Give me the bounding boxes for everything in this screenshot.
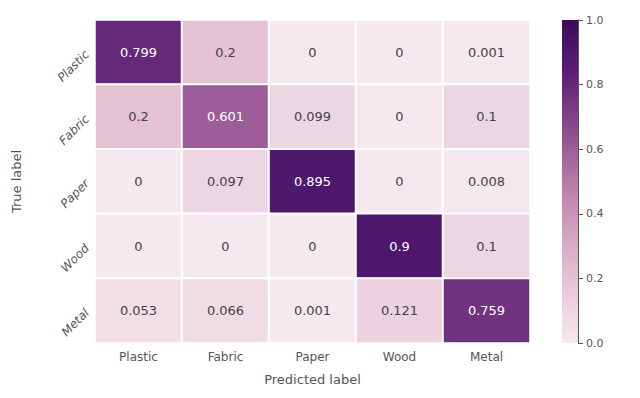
svg-text:0: 0 [308,239,316,254]
svg-text:0: 0 [308,45,316,60]
svg-text:0.2: 0.2 [215,45,236,60]
svg-text:Metal: Metal [59,305,93,339]
svg-text:0.759: 0.759 [468,303,505,318]
svg-text:0.1: 0.1 [476,239,497,254]
svg-text:Predicted label: Predicted label [264,372,361,387]
svg-text:Plastic: Plastic [55,47,93,85]
svg-text:0: 0 [134,174,142,189]
svg-text:0.4: 0.4 [586,207,604,220]
svg-text:0.2: 0.2 [586,272,604,285]
svg-text:0: 0 [395,174,403,189]
svg-text:0.8: 0.8 [586,78,604,91]
svg-text:0.001: 0.001 [468,45,505,60]
svg-text:0.121: 0.121 [381,303,418,318]
svg-text:1.0: 1.0 [586,14,604,27]
svg-text:0: 0 [395,45,403,60]
svg-text:0.601: 0.601 [207,109,244,124]
svg-text:0: 0 [395,109,403,124]
svg-text:0.097: 0.097 [207,174,244,189]
svg-text:0.2: 0.2 [128,109,149,124]
svg-text:0.066: 0.066 [207,303,244,318]
svg-text:0.9: 0.9 [389,239,410,254]
svg-text:0.0: 0.0 [586,337,604,350]
svg-text:0.001: 0.001 [294,303,331,318]
svg-text:0.799: 0.799 [120,45,157,60]
svg-text:True label: True label [9,150,24,214]
svg-text:0.895: 0.895 [294,174,331,189]
svg-text:0.099: 0.099 [294,109,331,124]
svg-text:0.008: 0.008 [468,174,505,189]
svg-text:Fabric: Fabric [56,112,92,148]
svg-text:0.053: 0.053 [120,303,157,318]
svg-text:Metal: Metal [470,350,503,364]
svg-text:Wood: Wood [383,350,416,364]
svg-text:Wood: Wood [58,241,92,275]
svg-text:0: 0 [134,239,142,254]
svg-text:Paper: Paper [296,350,330,364]
svg-text:0.1: 0.1 [476,109,497,124]
svg-text:Paper: Paper [58,176,93,211]
svg-text:0: 0 [221,239,229,254]
svg-text:0.6: 0.6 [586,143,604,156]
svg-text:Plastic: Plastic [119,350,158,364]
svg-text:Fabric: Fabric [208,350,244,364]
